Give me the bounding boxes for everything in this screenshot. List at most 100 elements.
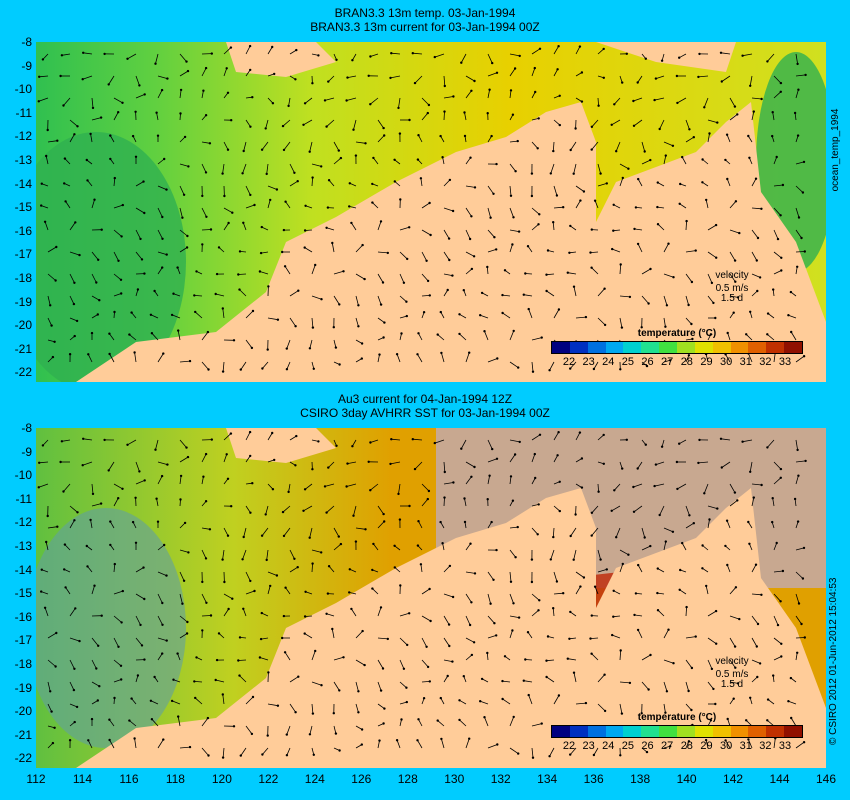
current-arrow-head [590, 614, 593, 617]
current-arrow-head [82, 437, 85, 440]
current-arrow-head [185, 632, 189, 635]
legend-tick: 24 [602, 740, 615, 752]
current-arrow [788, 314, 797, 319]
current-arrow-head [527, 307, 530, 311]
current-arrow-head [463, 134, 467, 138]
current-arrow [619, 549, 629, 556]
current-arrow [594, 200, 599, 209]
current-arrow-head [51, 741, 55, 745]
current-arrow-head [408, 118, 411, 122]
current-arrow-head [568, 251, 571, 254]
current-arrow-head [495, 71, 499, 74]
current-arrow-head [468, 623, 472, 627]
legend-color-13 [784, 342, 803, 353]
current-arrow-head [325, 612, 328, 615]
current-arrow-head [281, 636, 284, 640]
current-arrow-head [177, 715, 180, 718]
current-arrow [707, 610, 717, 617]
current-arrow-head [417, 718, 420, 721]
current-arrow-head [131, 520, 135, 524]
current-arrow [155, 439, 159, 450]
current-arrow [311, 295, 322, 300]
current-arrow [157, 461, 168, 465]
current-arrow-head [803, 636, 806, 639]
current-arrow [113, 659, 122, 667]
current-arrow-head [304, 590, 307, 593]
current-arrow-head [678, 202, 681, 205]
current-arrow [773, 156, 778, 165]
current-arrow-head [120, 292, 123, 295]
legend-color-9 [712, 342, 731, 353]
current-arrow [284, 652, 291, 661]
current-arrow-head [512, 715, 515, 719]
current-arrow [69, 520, 75, 529]
current-arrow-head [85, 158, 88, 162]
current-arrow [391, 438, 401, 441]
current-arrow-head [747, 520, 750, 524]
current-arrow-head [37, 486, 40, 489]
current-arrow-head [789, 290, 793, 294]
current-arrow-head [491, 447, 494, 451]
current-arrow [129, 720, 137, 727]
current-arrow-head [439, 696, 442, 700]
current-arrow [398, 97, 401, 108]
current-arrow-head [602, 462, 605, 465]
legend-tick: 32 [759, 740, 772, 752]
current-arrow [309, 141, 313, 152]
current-arrow [663, 243, 669, 253]
current-arrow-head [628, 295, 632, 299]
current-arrow-head [351, 445, 354, 448]
current-arrow-head [346, 76, 349, 79]
current-arrow-head [165, 253, 168, 256]
current-arrow [465, 207, 472, 217]
current-arrow-head [518, 54, 521, 58]
current-arrow-head [669, 745, 672, 748]
current-arrow-head [732, 311, 735, 314]
current-arrow [465, 571, 476, 574]
current-arrow [443, 229, 450, 239]
current-arrow-head [64, 200, 67, 203]
current-arrow [286, 339, 291, 349]
current-arrow-head [572, 172, 575, 175]
current-arrow [157, 593, 163, 604]
y-tick-label: -11 [15, 491, 32, 506]
current-arrow [553, 592, 564, 595]
current-arrow-head [802, 355, 806, 358]
current-arrow [399, 251, 408, 260]
current-arrow-head [117, 259, 120, 262]
current-arrow-head [734, 666, 737, 669]
current-arrow [546, 659, 555, 662]
current-arrow-head [483, 330, 486, 333]
x-tick-label: 116 [119, 772, 139, 786]
current-arrow-head [259, 637, 263, 641]
current-arrow-head [408, 612, 411, 615]
current-arrow [355, 527, 366, 530]
current-arrow [303, 119, 313, 126]
current-arrow [355, 317, 359, 327]
current-arrow-head [73, 281, 76, 284]
current-arrow [641, 268, 651, 275]
current-arrow-head [511, 243, 514, 246]
current-arrow-head [371, 182, 374, 186]
current-arrow-head [389, 76, 392, 80]
current-arrow-head [584, 315, 588, 319]
current-arrow [685, 741, 690, 749]
current-arrow [42, 53, 49, 60]
current-arrow-head [503, 269, 507, 272]
current-arrow-head [473, 465, 476, 469]
current-arrow [655, 461, 665, 465]
current-arrow-head [382, 126, 385, 130]
current-arrow-head [469, 156, 472, 159]
current-arrow-head [308, 150, 311, 153]
current-arrow-head [633, 613, 636, 617]
current-arrow [304, 97, 313, 104]
current-arrow [399, 226, 410, 231]
current-arrow-head [781, 183, 785, 187]
current-arrow-head [251, 96, 254, 99]
current-arrow-head [558, 509, 561, 513]
current-arrow [773, 461, 782, 470]
current-arrow [705, 740, 709, 749]
current-arrow [751, 564, 757, 573]
current-arrow-head [326, 206, 330, 209]
current-arrow-head [161, 601, 164, 605]
